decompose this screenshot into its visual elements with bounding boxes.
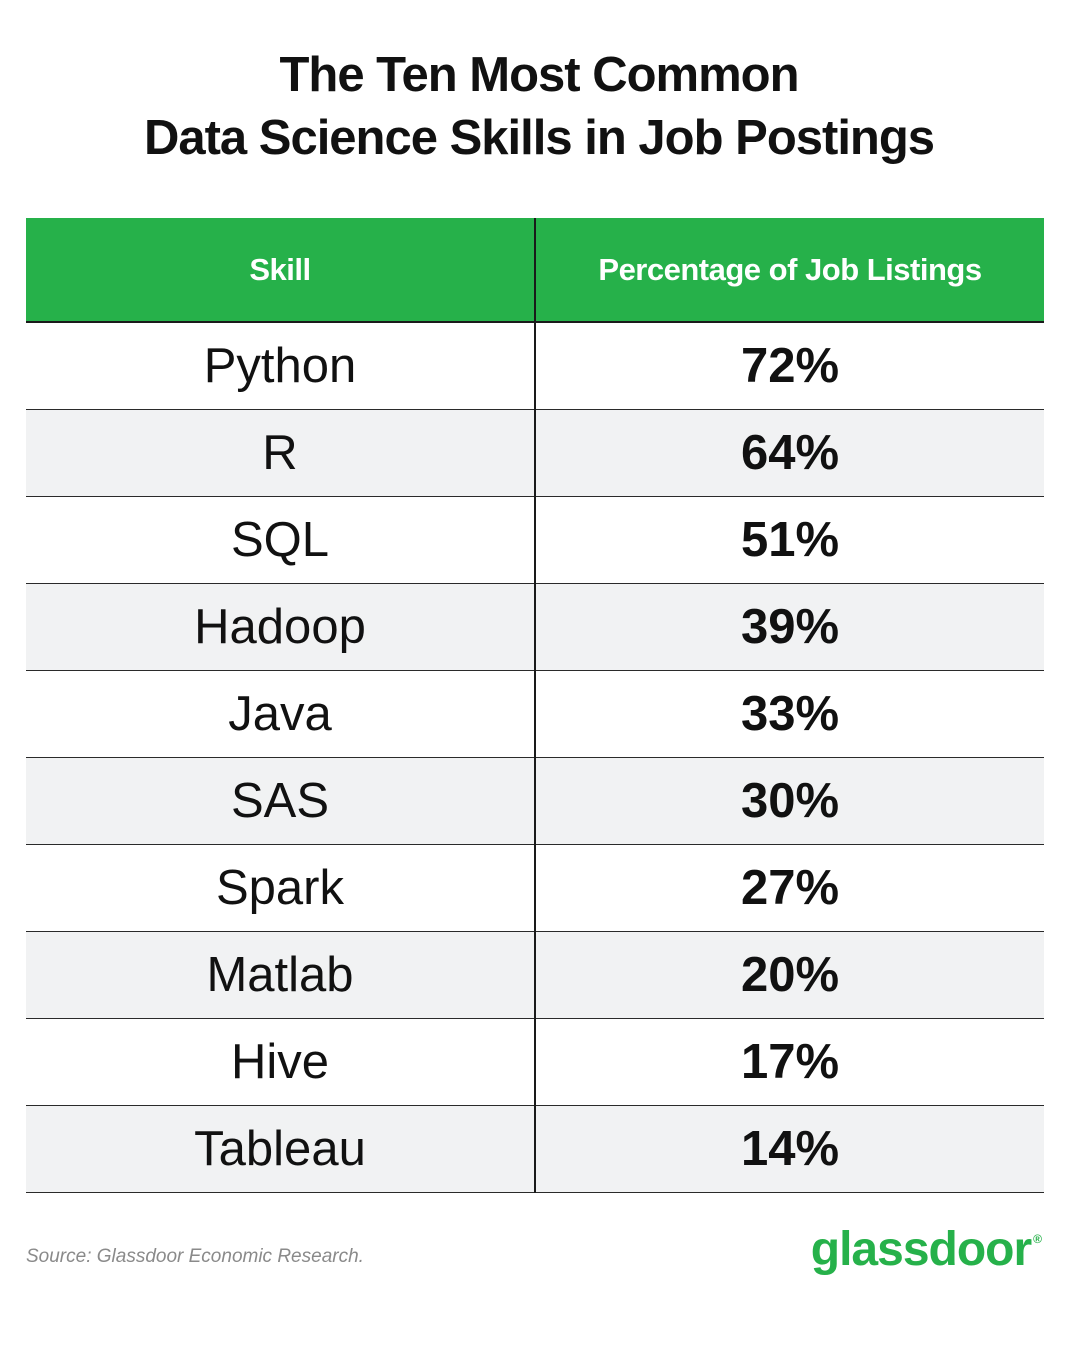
skill-cell: Tableau xyxy=(26,1105,536,1193)
table-row: Java 33% xyxy=(26,670,1044,758)
title-line-2: Data Science Skills in Job Postings xyxy=(143,111,935,165)
table-header-row: Skill Percentage of Job Listings xyxy=(26,218,1044,323)
skill-cell: Spark xyxy=(26,844,536,932)
percentage-cell: 14% xyxy=(535,1105,1044,1193)
percentage-cell: 72% xyxy=(535,322,1044,410)
column-header-percentage: Percentage of Job Listings xyxy=(535,218,1044,323)
percentage-cell: 64% xyxy=(535,409,1044,497)
skill-cell: SQL xyxy=(26,496,536,584)
skill-cell: Python xyxy=(26,322,536,410)
page-title: The Ten Most Common Data Science Skills … xyxy=(0,44,1078,170)
percentage-cell: 17% xyxy=(535,1018,1044,1106)
skill-cell: Hadoop xyxy=(26,583,536,671)
table-row: Spark 27% xyxy=(26,844,1044,932)
column-header-skill: Skill xyxy=(26,218,536,323)
skill-cell: Matlab xyxy=(26,931,536,1019)
table-row: Hadoop 39% xyxy=(26,583,1044,671)
registered-mark: ® xyxy=(1033,1232,1042,1246)
percentage-cell: 39% xyxy=(535,583,1044,671)
percentage-cell: 33% xyxy=(535,670,1044,758)
table-row: R 64% xyxy=(26,409,1044,497)
skill-cell: R xyxy=(26,409,536,497)
logo-text: glassdoor xyxy=(810,1223,1032,1276)
percentage-cell: 30% xyxy=(535,757,1044,845)
percentage-cell: 20% xyxy=(535,931,1044,1019)
glassdoor-logo: glassdoor ® xyxy=(811,1222,1042,1277)
skill-cell: SAS xyxy=(26,757,536,845)
percentage-cell: 27% xyxy=(535,844,1044,932)
table-row: SQL 51% xyxy=(26,496,1044,584)
table-row: Tableau 14% xyxy=(26,1105,1044,1193)
table-row: Hive 17% xyxy=(26,1018,1044,1106)
percentage-cell: 51% xyxy=(535,496,1044,584)
title-line-1: The Ten Most Common xyxy=(279,48,799,102)
skill-cell: Hive xyxy=(26,1018,536,1106)
skills-table: Skill Percentage of Job Listings Python … xyxy=(26,218,1044,1193)
table-row: Python 72% xyxy=(26,322,1044,410)
table-row: Matlab 20% xyxy=(26,931,1044,1019)
skill-cell: Java xyxy=(26,670,536,758)
source-note: Source: Glassdoor Economic Research. xyxy=(26,1246,364,1267)
table-row: SAS 30% xyxy=(26,757,1044,845)
